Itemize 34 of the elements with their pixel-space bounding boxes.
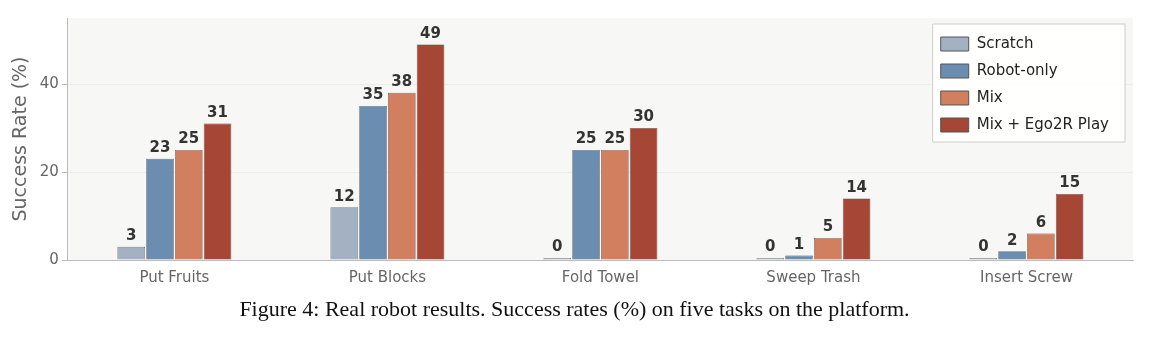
- legend-label: Robot-only: [976, 60, 1058, 79]
- y-tick-label: 0: [49, 249, 59, 268]
- data-label: 2: [1006, 230, 1018, 249]
- data-label: 5: [822, 217, 834, 236]
- legend-label: Scratch: [976, 33, 1034, 52]
- data-label: 0: [552, 237, 563, 256]
- data-label: 25: [604, 129, 626, 148]
- y-tick-label: 40: [39, 73, 59, 92]
- data-label: 31: [207, 102, 228, 121]
- data-label: 25: [575, 129, 597, 148]
- data-label: 49: [420, 23, 441, 42]
- data-label: 0: [765, 237, 776, 256]
- data-label: 25: [178, 129, 200, 148]
- data-label: 1: [793, 234, 805, 253]
- data-label: 0: [978, 237, 989, 256]
- legend-label: Mix + Ego2R Play: [976, 114, 1110, 133]
- x-tick-label: Insert Screw: [980, 267, 1073, 286]
- legend-label: Mix: [976, 87, 1003, 106]
- data-label: 30: [633, 107, 655, 126]
- x-tick-label: Put Fruits: [139, 267, 210, 286]
- x-tick-label: Put Blocks: [348, 267, 427, 286]
- data-label: 38: [391, 72, 413, 91]
- data-label: 15: [1059, 173, 1081, 192]
- data-label: 35: [362, 85, 384, 104]
- caption: Figure 4: Real robot results. Success rates (%) on five tasks on the platform.: [238, 296, 911, 322]
- data-label: 3: [126, 226, 137, 245]
- data-label: 12: [333, 186, 355, 205]
- data-label: 6: [1035, 212, 1047, 231]
- y-tick-label: 20: [39, 161, 59, 180]
- x-tick-label: Sweep Trash: [766, 267, 861, 286]
- y-axis-title: Success Rate (%): [8, 56, 31, 222]
- x-tick-label: Fold Towel: [561, 267, 640, 286]
- data-label: 14: [846, 177, 868, 196]
- data-label: 23: [149, 138, 171, 157]
